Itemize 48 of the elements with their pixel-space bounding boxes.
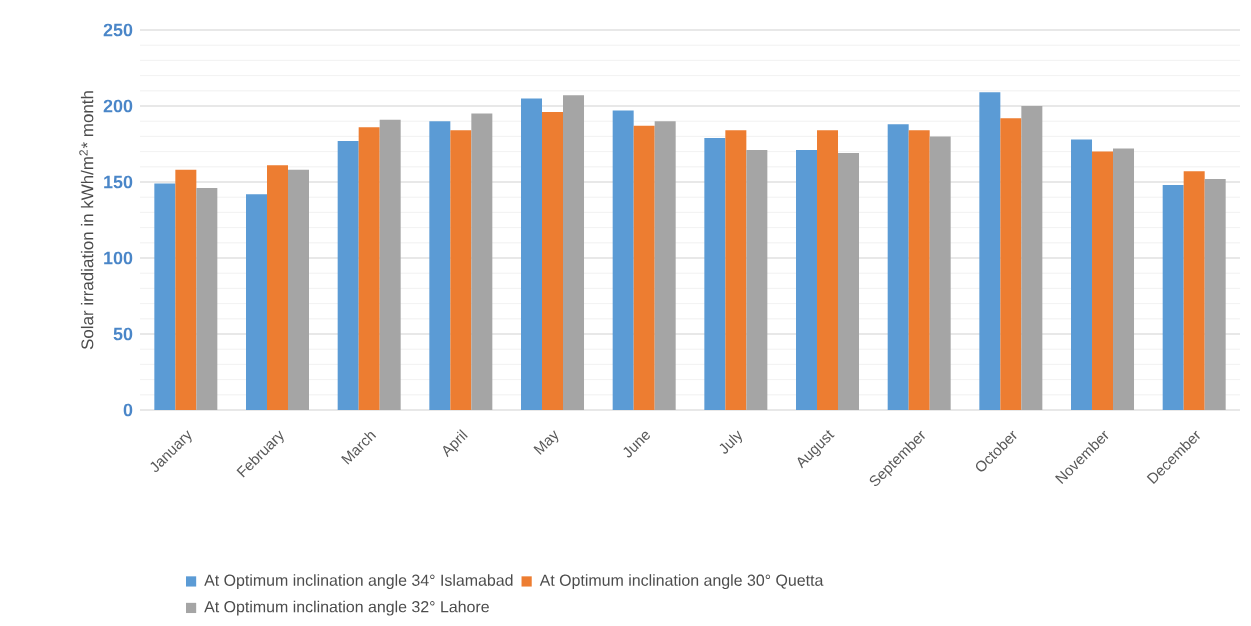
bar	[725, 130, 747, 410]
bar	[612, 110, 634, 410]
bar	[979, 92, 1001, 410]
bar	[746, 150, 768, 410]
bar	[337, 140, 359, 410]
bar	[450, 130, 472, 410]
y-tick-label: 200	[103, 99, 133, 113]
bar	[929, 136, 951, 410]
bar	[908, 130, 930, 410]
bar	[1000, 118, 1022, 410]
bar	[267, 165, 288, 410]
bar	[196, 188, 218, 410]
legend-label: At Optimum inclination angle 34° Islamabad	[204, 574, 513, 590]
y-tick-label: 150	[104, 175, 133, 189]
bar	[817, 130, 839, 410]
bar	[379, 119, 401, 410]
bar	[563, 95, 585, 410]
bar	[838, 153, 860, 410]
bar	[542, 112, 564, 410]
bar	[429, 121, 451, 410]
y-tick-label: 250	[103, 23, 133, 37]
bar	[521, 98, 543, 410]
y-tick-label: 50	[113, 327, 133, 341]
bar	[358, 127, 380, 410]
bar	[1183, 171, 1205, 410]
legend-label: At Optimum inclination angle 32° Lahore	[204, 600, 489, 616]
bar	[1071, 139, 1093, 410]
x-tick-label: May	[533, 430, 559, 455]
x-tick-label: July	[719, 430, 743, 454]
bar	[796, 150, 818, 410]
bar	[654, 121, 676, 410]
bar	[1021, 106, 1043, 410]
y-axis-title: Solar irradiation in kWh/m$^{2}$* month	[79, 91, 94, 350]
bar	[154, 183, 176, 410]
bar	[175, 169, 197, 410]
bar	[471, 113, 493, 410]
bar	[246, 194, 267, 410]
bar	[704, 137, 726, 410]
bar	[1162, 185, 1184, 410]
bar	[288, 169, 309, 410]
bar	[1113, 148, 1135, 410]
y-tick-label: 0	[123, 403, 133, 417]
bar	[1092, 151, 1114, 410]
bar	[1204, 178, 1226, 410]
bar	[887, 124, 909, 410]
legend-label: At Optimum inclination angle 30° Quetta	[539, 574, 824, 590]
bar	[633, 125, 655, 410]
y-tick-label: 100	[104, 251, 133, 265]
